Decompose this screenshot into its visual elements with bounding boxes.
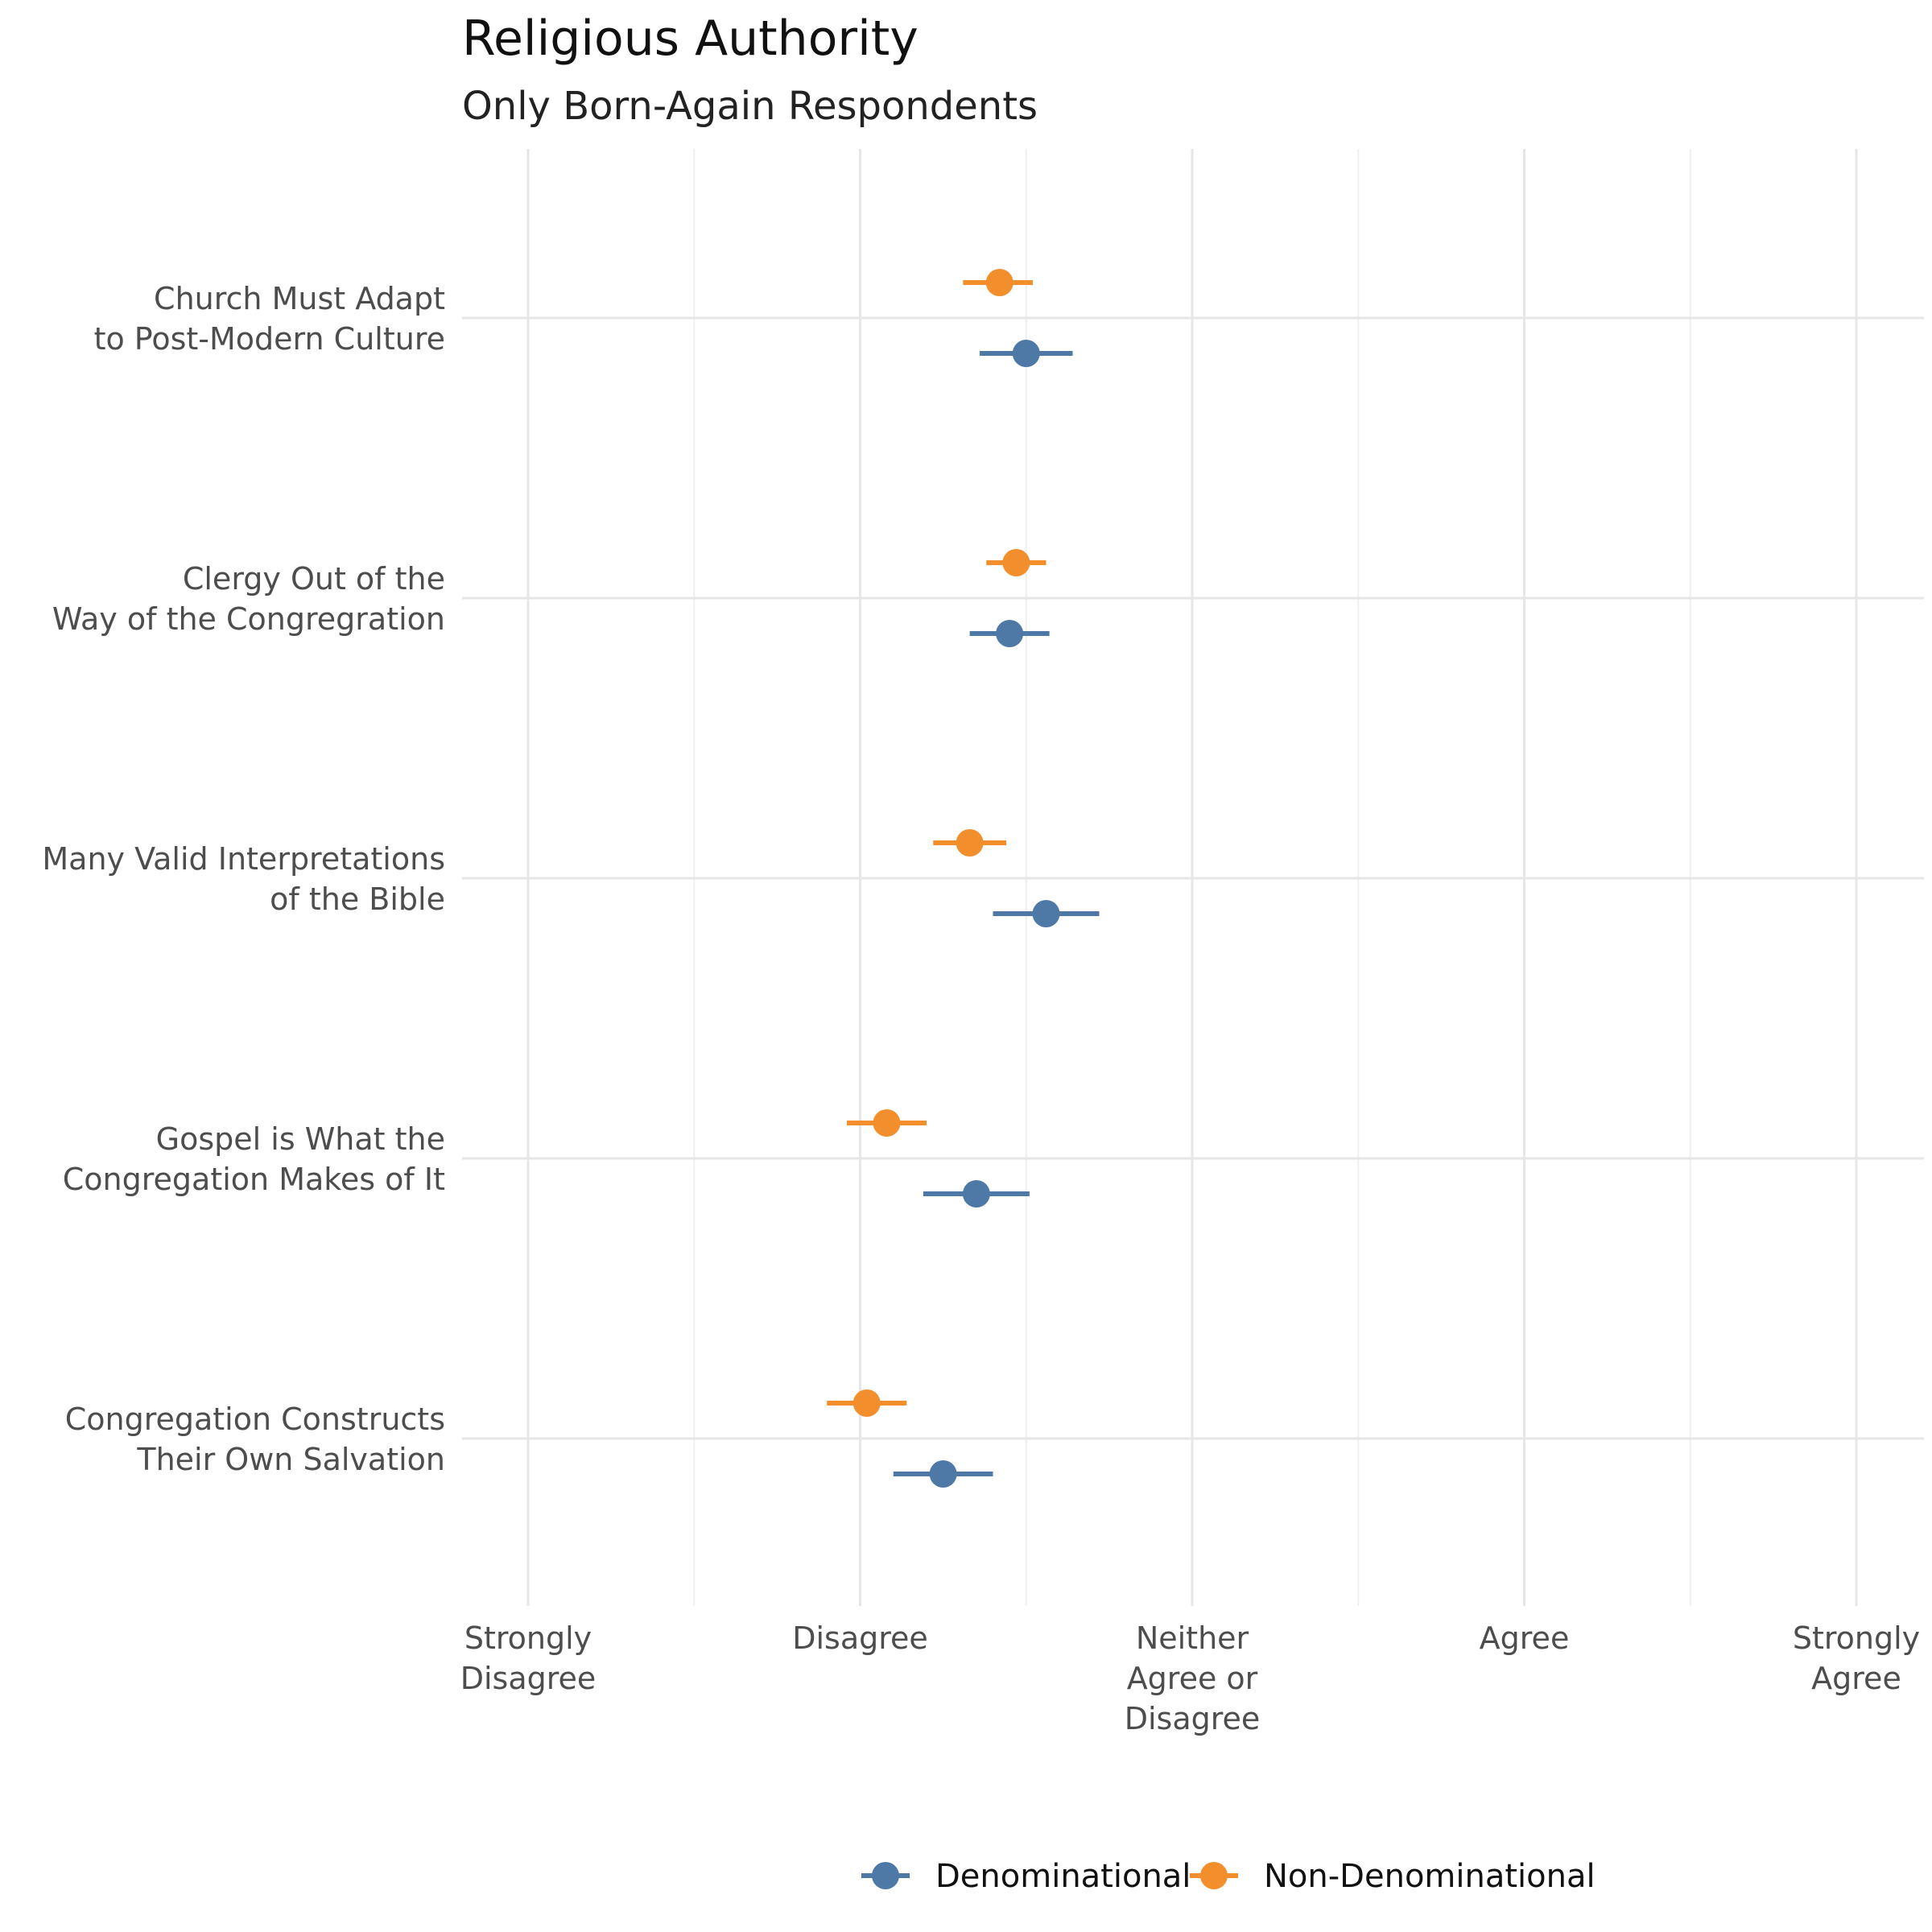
legend-label: Denominational [935, 1858, 1191, 1895]
data-point [985, 269, 1013, 296]
y-tick-label: Church Must Adapt to Post-Modern Culture [94, 281, 445, 357]
chart-title: Religious Authority [462, 10, 919, 67]
data-point [1002, 549, 1030, 576]
legend-label: Non-Denominational [1264, 1858, 1596, 1895]
x-tick-label: Neither Agree or Disagree [1125, 1620, 1261, 1736]
data-point [1012, 340, 1040, 367]
data-point [873, 1109, 901, 1137]
chart-subtitle: Only Born-Again Respondents [462, 84, 1038, 129]
data-point [956, 829, 984, 857]
x-tick-label: Strongly Disagree [460, 1620, 597, 1696]
y-axis-labels: Church Must Adapt to Post-Modern Culture C… [42, 281, 445, 1477]
data-point [929, 1460, 957, 1488]
x-axis-labels: Strongly Disagree Disagree Neither Agree or D… [460, 1620, 1920, 1736]
data-point [962, 1180, 990, 1208]
data-point [996, 620, 1024, 647]
x-tick-label: Disagree [792, 1620, 928, 1656]
y-tick-label: Gospel is What the Congregation Makes of … [63, 1121, 445, 1197]
grid [462, 149, 1924, 1606]
legend-key-point [872, 1862, 899, 1889]
y-tick-label: Congregation Constructs Their Own Salvati… [65, 1402, 445, 1477]
x-tick-label: Agree [1480, 1620, 1570, 1656]
y-tick-label: Clergy Out of the Way of the Congregratio… [52, 561, 445, 637]
legend: Denominational Non-Denominational [861, 1858, 1596, 1895]
data-point [1032, 900, 1060, 927]
data-point [852, 1389, 881, 1417]
x-tick-label: Strongly Agree [1793, 1620, 1920, 1696]
y-tick-label: Many Valid Interpretations of the Bible [42, 841, 445, 917]
legend-key-point [1200, 1862, 1228, 1889]
data-marks [827, 269, 1100, 1488]
